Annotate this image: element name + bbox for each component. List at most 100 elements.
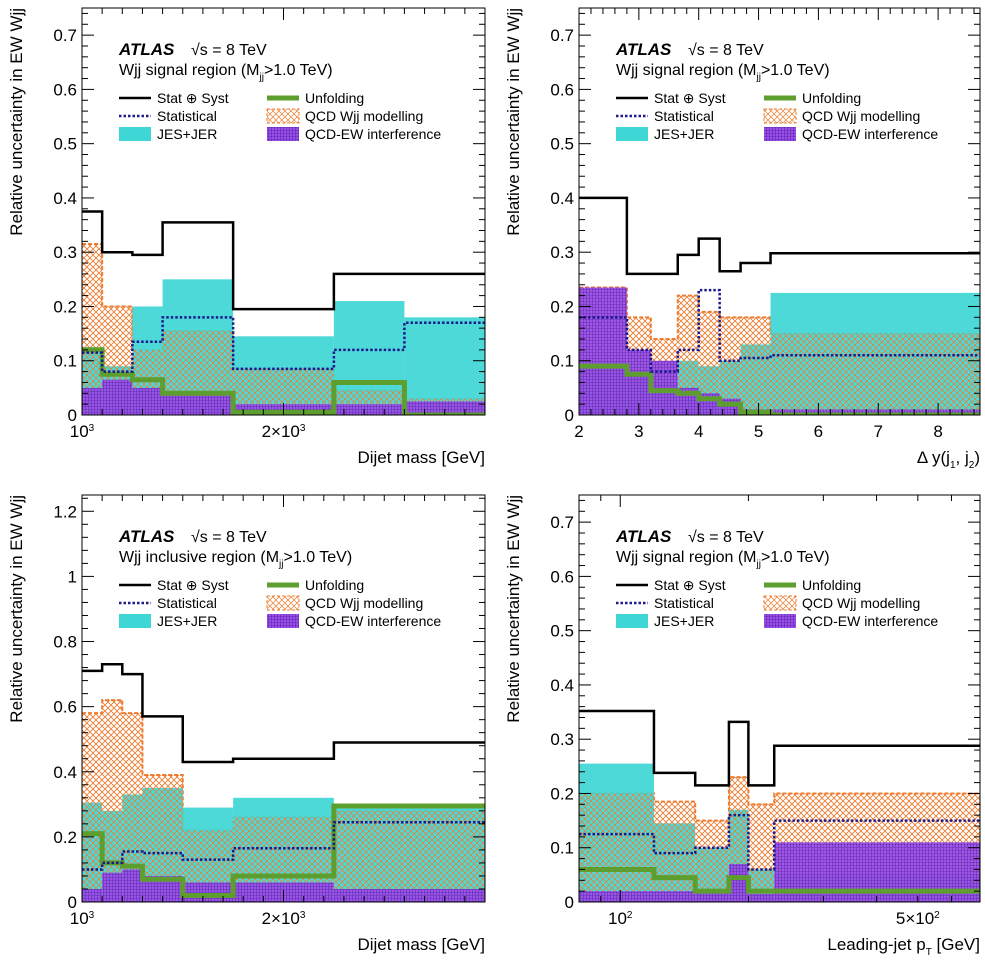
qcd-modelling-hatch-overlay (579, 793, 654, 902)
qcd-modelling-hatch-overlay (122, 713, 143, 902)
y-tick-label: 0 (68, 406, 77, 425)
interference-bar (82, 888, 103, 902)
qcd-modelling-hatch-overlay (653, 801, 696, 902)
legend-item-qcd-modelling: QCD Wjj modelling (266, 108, 423, 124)
plot-frame (578, 494, 981, 903)
legend-label: JES+JER (157, 126, 217, 142)
legend-label: Unfolding (802, 90, 861, 106)
chart-panel-3: 0 0.2 0.4 0.6 0.8 1 1.2 103 2×103 Relative uncert… (7, 494, 486, 954)
interference-bar (102, 872, 123, 902)
y-tick-label: 0.8 (53, 633, 77, 652)
interference-bar (695, 891, 729, 902)
legend-swatch (267, 127, 299, 141)
x-tick-label: 5 (754, 422, 763, 441)
atlas-label: ATLAS (615, 527, 672, 546)
legend-label: Statistical (157, 595, 217, 611)
legend-label: QCD Wjj modelling (305, 595, 423, 611)
legend-label: Statistical (654, 595, 714, 611)
y-tick-label: 0.7 (550, 26, 574, 45)
interference-bar (626, 349, 651, 415)
legend-swatch (266, 595, 300, 611)
legend-item-interference: QCD-EW interference (764, 126, 938, 142)
legend-item-jes-jer: JES+JER (616, 126, 714, 142)
interference-bar (333, 404, 405, 415)
chart-panel-4: 0 0.1 0.2 0.3 0.4 0.5 0.6 0.7 102 5×102 Relative u… (504, 494, 981, 958)
energy-label: √s = 8 TeV (688, 42, 764, 59)
legend-item-qcd-modelling: QCD Wjj modelling (266, 595, 423, 611)
y-tick-label: 0 (565, 406, 574, 425)
y-tick-label: 0.7 (53, 26, 77, 45)
legend-item-stat-syst: Stat ⊕ Syst (119, 90, 229, 106)
interference-bar (82, 387, 103, 415)
y-tick-label: 0.1 (550, 839, 574, 858)
y-tick-label: 0.6 (550, 567, 574, 586)
plot-area (82, 210, 485, 415)
legend-swatch (266, 108, 300, 124)
y-tick-label: 0 (565, 893, 574, 912)
legend-item-unfolding: Unfolding (764, 90, 861, 106)
qcd-modelling-hatch-overlay (719, 317, 741, 415)
chart-panel-2: 0 0.1 0.2 0.3 0.4 0.5 0.6 0.7 2 3 4 5 6 7 8 Relative un… (504, 7, 981, 471)
legend-item-statistical: Statistical (119, 595, 217, 611)
y-tick-label: 0.1 (53, 352, 77, 371)
y-axis-title: Relative uncertainty in EW Wjj (504, 8, 523, 236)
interference-bar (650, 360, 678, 415)
legend-item-unfolding: Unfolding (267, 577, 364, 593)
y-tick-label: 0.6 (53, 698, 77, 717)
statistical-line (82, 820, 485, 871)
unfolding-line (579, 866, 980, 894)
unfolding-line (579, 363, 980, 415)
x-tick-label: 8 (933, 422, 942, 441)
y-axis-title: Relative uncertainty in EW Wjj (504, 495, 523, 723)
y-tick-label: 0.5 (550, 622, 574, 641)
interference-bar (770, 409, 980, 415)
legend-item-jes-jer: JES+JER (119, 613, 217, 629)
atlas-label: ATLAS (118, 527, 175, 546)
interference-bar (132, 387, 163, 415)
legend-label: Stat ⊕ Syst (654, 90, 726, 106)
legend-swatch (616, 127, 648, 141)
y-tick-label: 0.5 (550, 135, 574, 154)
legend-label: Unfolding (305, 577, 364, 593)
stat-syst-line (82, 210, 485, 311)
interference-bar (579, 891, 654, 902)
legend-swatch (119, 127, 151, 141)
y-tick-label: 0.3 (550, 730, 574, 749)
legend-swatch (763, 595, 797, 611)
qcd-modelling-hatch-overlay (404, 810, 485, 902)
y-tick-label: 0.5 (53, 135, 77, 154)
y-tick-label: 0.6 (550, 80, 574, 99)
region-label: Wjj signal region (Mjj>1.0 TeV) (119, 62, 333, 83)
legend-label: JES+JER (654, 613, 714, 629)
legend-label: Unfolding (305, 90, 364, 106)
legend-label: Stat ⊕ Syst (157, 577, 229, 593)
qcd-modelling-hatch-overlay (695, 820, 729, 902)
stat-syst-line (579, 709, 980, 787)
legend-label: Stat ⊕ Syst (654, 577, 726, 593)
qcd-modelling-hatch-overlay (82, 244, 103, 415)
legend-item-qcd-modelling: QCD Wjj modelling (763, 595, 920, 611)
legend-label: JES+JER (157, 613, 217, 629)
plot-area (579, 196, 980, 415)
y-tick-label: 0.3 (53, 243, 77, 262)
interference-bar (182, 882, 234, 902)
y-axis-title: Relative uncertainty in EW Wjj (7, 8, 26, 236)
legend-label: QCD-EW interference (802, 613, 938, 629)
legend-item-jes-jer: JES+JER (119, 126, 217, 142)
y-tick-label: 0 (68, 893, 77, 912)
qcd-modelling-hatch-overlay (102, 700, 123, 902)
plot-area (82, 663, 485, 902)
y-tick-label: 0.4 (53, 189, 77, 208)
legend-label: QCD-EW interference (305, 613, 441, 629)
legend-item-interference: QCD-EW interference (267, 613, 441, 629)
y-tick-label: 1 (68, 567, 77, 586)
qcd-modelling-hatch-overlay (740, 317, 771, 415)
qcd-modelling-hatch-overlay (82, 713, 103, 902)
legend-label: QCD-EW interference (802, 126, 938, 142)
y-tick-label: 1.2 (53, 502, 77, 521)
interference-bar (579, 287, 627, 415)
y-tick-label: 0.3 (550, 243, 574, 262)
legend-item-interference: QCD-EW interference (764, 613, 938, 629)
y-tick-label: 0.4 (550, 189, 574, 208)
